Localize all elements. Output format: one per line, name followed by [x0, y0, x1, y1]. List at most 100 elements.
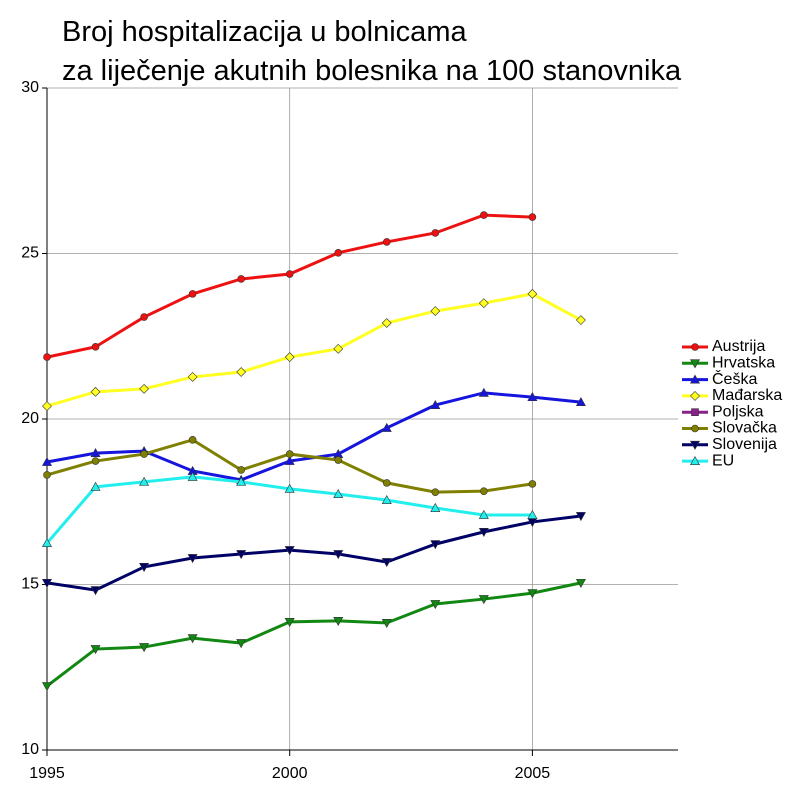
- data-point: [478, 387, 489, 397]
- data-point: [284, 618, 295, 628]
- data-point: [90, 481, 101, 491]
- data-point: [334, 249, 343, 257]
- data-point: [430, 600, 441, 610]
- data-point: [43, 353, 51, 361]
- data-point: [381, 318, 392, 328]
- data-point: [575, 315, 586, 325]
- data-point: [480, 211, 488, 219]
- data-point: [480, 487, 488, 495]
- data-point: [41, 578, 53, 588]
- legend-marker: [691, 343, 699, 351]
- legend-label: EU: [712, 452, 734, 469]
- data-point: [188, 290, 197, 298]
- chart-title: za liječenje akutnih bolesnika na 100 st…: [62, 55, 682, 87]
- x-tick-label: 1995: [29, 765, 65, 782]
- data-point: [140, 450, 148, 458]
- data-point: [381, 558, 392, 568]
- legend-label: Mađarska: [712, 387, 782, 404]
- legend-label: Slovenija: [712, 436, 777, 453]
- legend-marker: [689, 455, 701, 466]
- data-point: [333, 617, 344, 627]
- chart-title: Broj hospitalizacija u bolnicama: [62, 16, 467, 48]
- legend-label: Hrvatska: [712, 355, 775, 372]
- data-point: [284, 546, 295, 556]
- data-point: [236, 639, 247, 649]
- y-tick-label: 15: [21, 576, 39, 593]
- data-point: [333, 550, 344, 560]
- data-point: [527, 288, 538, 299]
- data-point: [528, 480, 537, 488]
- data-point: [140, 313, 148, 321]
- data-point: [478, 509, 489, 519]
- data-point: [90, 645, 101, 655]
- data-point: [575, 512, 586, 522]
- data-point: [187, 372, 198, 382]
- data-point: [527, 509, 538, 519]
- data-point: [382, 479, 391, 487]
- series-line: [46, 581, 582, 688]
- data-point: [91, 343, 100, 351]
- data-point: [527, 589, 538, 599]
- x-tick-label: 2000: [272, 765, 308, 782]
- data-point: [91, 457, 100, 465]
- data-point: [236, 367, 247, 377]
- data-point: [431, 229, 440, 237]
- data-point: [430, 306, 441, 317]
- data-point: [90, 586, 101, 596]
- data-point: [284, 352, 295, 363]
- data-point: [575, 578, 586, 588]
- x-tick-label: 2005: [515, 765, 551, 782]
- data-point: [43, 471, 51, 479]
- data-point: [575, 397, 586, 407]
- data-point: [236, 550, 247, 560]
- series-line: [46, 292, 582, 408]
- y-tick-label: 30: [21, 79, 39, 96]
- data-point: [187, 634, 198, 644]
- data-point: [41, 456, 53, 466]
- data-point: [382, 238, 391, 246]
- data-point: [187, 471, 198, 481]
- data-point: [381, 494, 392, 504]
- legend-label: Austrija: [712, 338, 765, 355]
- data-point: [381, 422, 392, 432]
- y-tick-label: 20: [21, 410, 39, 427]
- data-point: [431, 488, 440, 496]
- data-point: [528, 213, 537, 221]
- data-point: [237, 275, 245, 283]
- legend-label: Poljska: [712, 403, 764, 420]
- data-point: [285, 270, 294, 278]
- data-point: [237, 466, 245, 474]
- data-point: [139, 383, 150, 394]
- legend-marker: [691, 424, 699, 433]
- legend-label: Češka: [712, 369, 757, 388]
- legend-marker: [691, 408, 699, 417]
- data-point: [139, 643, 150, 653]
- data-point: [285, 450, 294, 458]
- data-point: [334, 456, 343, 464]
- data-point: [430, 540, 441, 550]
- data-point: [187, 554, 198, 564]
- data-point: [478, 298, 489, 309]
- legend-marker: [689, 440, 701, 450]
- data-point: [90, 447, 101, 457]
- data-point: [333, 343, 344, 354]
- data-point: [284, 455, 295, 465]
- series-line: [46, 514, 582, 592]
- data-point: [527, 392, 538, 402]
- legend-label: Slovačka: [712, 420, 777, 437]
- legend-marker: [689, 374, 701, 384]
- y-tick-label: 25: [21, 245, 39, 262]
- data-point: [41, 538, 53, 548]
- data-point: [90, 386, 101, 397]
- data-point: [478, 595, 489, 605]
- data-point: [333, 489, 344, 499]
- legend-marker: [689, 359, 701, 369]
- data-point: [430, 502, 441, 512]
- data-point: [381, 618, 392, 629]
- data-point: [478, 527, 489, 537]
- data-point: [236, 476, 247, 486]
- data-point: [139, 563, 150, 573]
- series-line: [46, 391, 582, 482]
- data-point: [41, 682, 53, 692]
